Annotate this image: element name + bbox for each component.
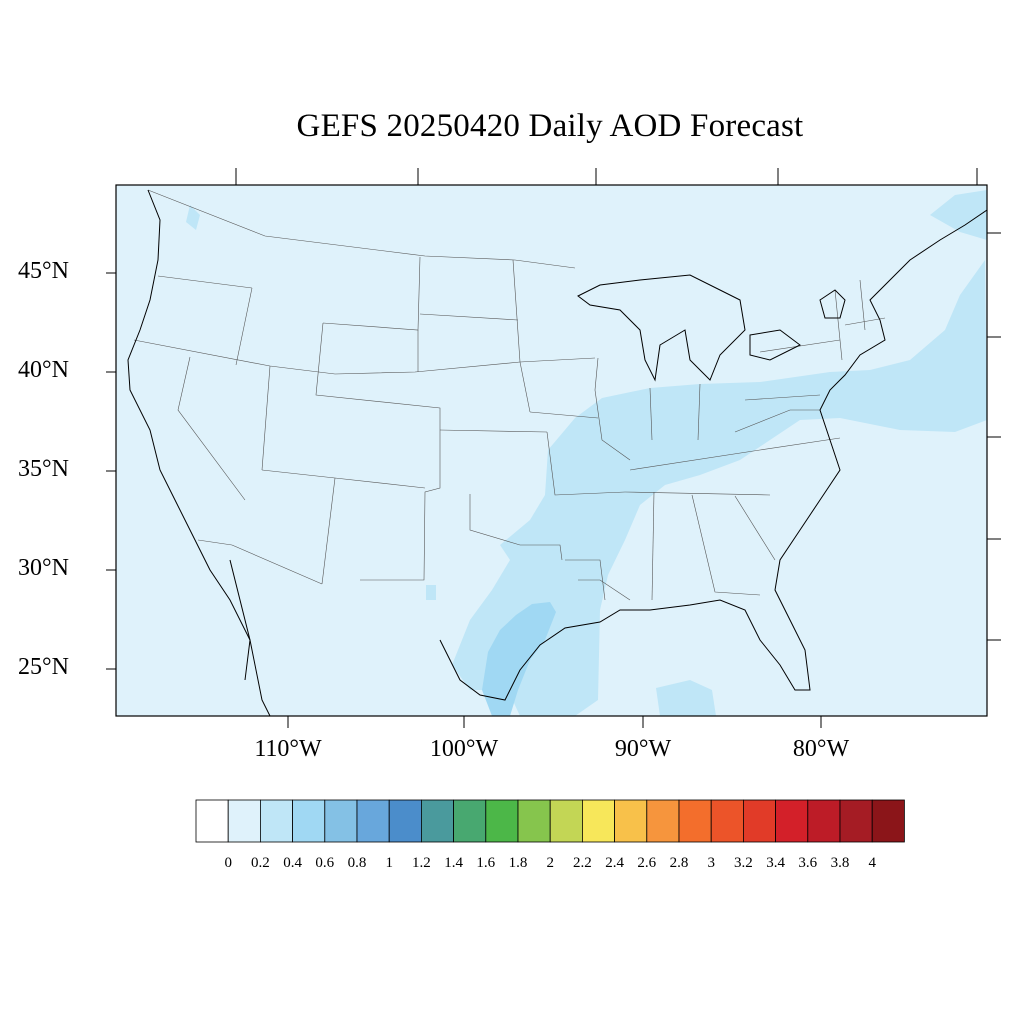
colorbar-swatch: [646, 799, 680, 843]
colorbar-label: 0.6: [315, 855, 335, 871]
lat-label-25: 25°N: [18, 654, 69, 680]
colorbar-label: 1.4: [444, 855, 463, 871]
colorbar-label: 3: [707, 855, 715, 871]
lon-label-90w: 90°W: [614, 736, 672, 762]
colorbar-swatch: [227, 799, 261, 843]
colorbar-swatch: [582, 799, 616, 843]
colorbar-label: 3.2: [734, 855, 753, 871]
colorbar-label: 4: [868, 855, 876, 871]
colorbar-label: 1: [385, 855, 393, 871]
colorbar-swatch: [517, 799, 551, 843]
colorbar-swatch: [356, 799, 390, 843]
colorbar-swatch: [549, 799, 583, 843]
colorbar-swatch: [485, 799, 519, 843]
lon-label-110w: 110°W: [254, 736, 322, 762]
colorbar-swatch: [678, 799, 712, 843]
colorbar-swatch: [839, 799, 873, 843]
map-frame: [115, 184, 988, 717]
colorbar-label: 0.8: [347, 855, 367, 871]
colorbar-label: 0.2: [251, 855, 270, 871]
state-boundaries: [133, 189, 886, 601]
lat-label-30: 30°N: [18, 555, 69, 581]
colorbar-swatch: [743, 799, 777, 843]
axis-ticks: [106, 168, 1001, 728]
colorbar-label: 0.4: [283, 855, 302, 871]
colorbar-swatch: [388, 799, 422, 843]
colorbar-label: 3.6: [798, 855, 818, 871]
colorbar-label: 2.4: [605, 855, 624, 871]
lat-label-45: 45°N: [18, 258, 69, 284]
colorbar-label: 3.4: [766, 855, 785, 871]
colorbar-swatch: [614, 799, 648, 843]
colorbar-swatch: [807, 799, 841, 843]
colorbar-label: 2.6: [637, 855, 657, 871]
colorbar-label: 1.6: [476, 855, 496, 871]
aod-plume-layer: [186, 190, 987, 716]
colorbar-swatch: [324, 799, 358, 843]
colorbar-label: 3.8: [830, 855, 850, 871]
colorbar-swatch: [871, 799, 905, 843]
aod-core-layer: [482, 602, 556, 716]
colorbar-swatch: [292, 799, 326, 843]
colorbar-label: 1.2: [412, 855, 431, 871]
colorbar-label: 2: [546, 855, 554, 871]
lon-label-80w: 80°W: [792, 736, 850, 762]
colorbar-swatch: [710, 799, 744, 843]
colorbar: [195, 799, 905, 843]
colorbar-label: 2.2: [573, 855, 592, 871]
coastlines: [127, 189, 987, 716]
lon-label-100w: 100°W: [429, 736, 499, 762]
colorbar-swatch: [195, 799, 229, 843]
lat-label-40: 40°N: [18, 357, 69, 383]
colorbar-label: 0: [224, 855, 232, 871]
colorbar-swatch: [775, 799, 809, 843]
lat-label-35: 35°N: [18, 456, 69, 482]
colorbar-label: 2.8: [669, 855, 689, 871]
colorbar-swatch: [420, 799, 454, 843]
colorbar-swatch: [259, 799, 293, 843]
map-title: GEFS 20250420 Daily AOD Forecast: [296, 108, 804, 144]
colorbar-label: 1.8: [508, 855, 528, 871]
colorbar-swatch: [453, 799, 487, 843]
